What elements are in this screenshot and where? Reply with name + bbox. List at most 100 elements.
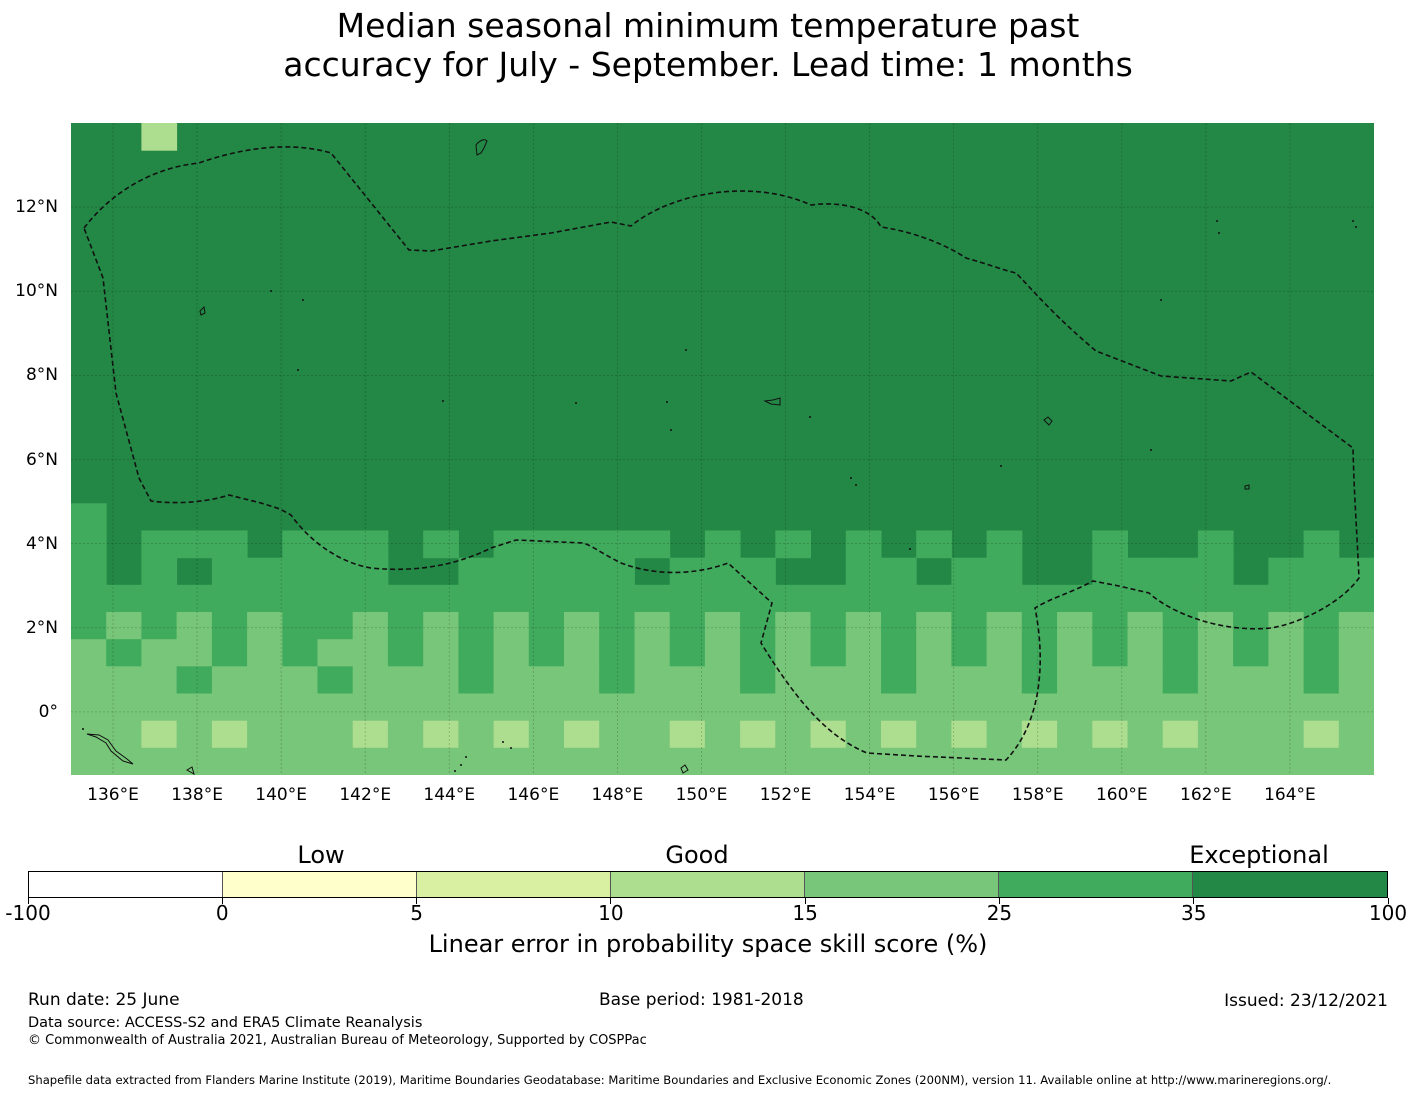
grid-cell <box>1303 584 1340 613</box>
grid-cell <box>528 584 565 613</box>
grid-cell <box>1057 720 1093 749</box>
grid-cell <box>71 503 107 531</box>
grid-cell <box>141 123 178 151</box>
grid-cell <box>106 612 142 640</box>
grid-cell <box>317 584 354 613</box>
skill-score-map <box>71 123 1374 775</box>
grid-cell <box>1162 747 1199 775</box>
shapefile-credit: Shapefile data extracted from Flanders M… <box>28 1073 1332 1087</box>
grid-cell <box>704 612 741 640</box>
grid-cell <box>1268 612 1305 640</box>
colorbar-tick <box>610 898 612 904</box>
grid-cell <box>423 720 459 749</box>
grid-cell <box>528 639 565 667</box>
grid-cell <box>634 693 671 722</box>
grid-cell <box>1127 666 1164 694</box>
grid-cell <box>669 612 706 640</box>
category-label-good: Good <box>665 841 729 869</box>
grid-cell <box>986 693 1023 722</box>
grid-cell <box>916 584 952 613</box>
grid-cell <box>740 584 776 613</box>
grid-cell <box>810 747 847 775</box>
grid-cell <box>528 557 565 586</box>
grid-cell <box>599 639 635 667</box>
colorbar-segment <box>29 872 223 897</box>
grid-cell <box>1162 639 1199 667</box>
grid-cell <box>1092 666 1128 694</box>
grid-cell <box>141 666 178 694</box>
grid-cell <box>1162 557 1199 586</box>
grid-cell <box>704 747 741 775</box>
grid-cell <box>986 557 1023 586</box>
latitude-tick-label: 4°N <box>25 533 58 554</box>
grid-cell <box>352 720 389 749</box>
grid-cell <box>1233 666 1269 694</box>
grid-cell <box>634 747 671 775</box>
grid-cell <box>951 666 988 694</box>
grid-cell <box>775 693 811 722</box>
grid-cell <box>740 720 776 749</box>
grid-cell <box>528 693 565 722</box>
grid-cell <box>669 693 706 722</box>
longitude-tick-label: 152°E <box>759 785 812 805</box>
grid-cell <box>1303 693 1340 722</box>
colorbar-tick-label: -100 <box>5 901 51 925</box>
grid-cell <box>352 612 389 640</box>
grid-cell <box>387 584 424 613</box>
grid-cell <box>881 612 917 640</box>
grid-cell <box>740 612 776 640</box>
colorbar-segment <box>417 872 611 897</box>
grid-cell <box>845 557 882 586</box>
grid-cell <box>916 612 952 640</box>
longitude-tick-label: 164°E <box>1264 785 1316 805</box>
grid-cell <box>1197 720 1234 749</box>
longitude-tick-label: 158°E <box>1011 785 1064 805</box>
grid-cell <box>669 720 706 749</box>
grid-cell <box>775 584 811 613</box>
grid-cell <box>528 720 565 749</box>
grid-cell <box>211 612 248 640</box>
grid-cell <box>951 693 988 722</box>
grid-cell <box>704 720 741 749</box>
grid-cell <box>493 584 530 613</box>
grid-cell <box>387 639 424 667</box>
colorbar-segment <box>999 872 1193 897</box>
grid-cell <box>669 666 706 694</box>
grid-cell <box>352 639 389 667</box>
grid-cell <box>740 666 776 694</box>
grid-cell <box>1268 557 1305 586</box>
colorbar-tick-label: 25 <box>986 901 1013 925</box>
grid-cell <box>176 693 213 722</box>
grid-cell <box>282 639 318 667</box>
grid-cell <box>176 720 213 749</box>
grid-cell <box>493 612 530 640</box>
grid-cell <box>564 693 600 722</box>
grid-cell <box>599 530 635 559</box>
grid-cell <box>951 639 988 667</box>
grid-cell <box>1021 720 1058 749</box>
grid-cell <box>176 639 213 667</box>
grid-cell <box>141 747 178 775</box>
grid-cell <box>1162 666 1199 694</box>
grid-cell <box>1303 557 1340 586</box>
grid-cell <box>176 612 213 640</box>
grid-cell <box>634 612 671 640</box>
grid-cell <box>282 666 318 694</box>
grid-cell <box>176 666 213 694</box>
data-source: Data source: ACCESS-S2 and ERA5 Climate … <box>28 1015 423 1031</box>
grid-cell <box>1303 666 1340 694</box>
grid-cell <box>1127 557 1164 586</box>
grid-cell <box>740 747 776 775</box>
grid-cell <box>881 747 917 775</box>
grid-cell <box>176 747 213 775</box>
grid-cell <box>141 720 178 749</box>
map-title: Median seasonal minimum temperature past… <box>0 6 1416 84</box>
grid-cell <box>986 666 1023 694</box>
grid-cell <box>106 720 142 749</box>
grid-cell <box>1127 639 1164 667</box>
grid-cell <box>845 666 882 694</box>
grid-cell <box>1268 693 1305 722</box>
grid-cell <box>564 666 600 694</box>
grid-cell <box>352 530 389 559</box>
grid-cell <box>282 720 318 749</box>
